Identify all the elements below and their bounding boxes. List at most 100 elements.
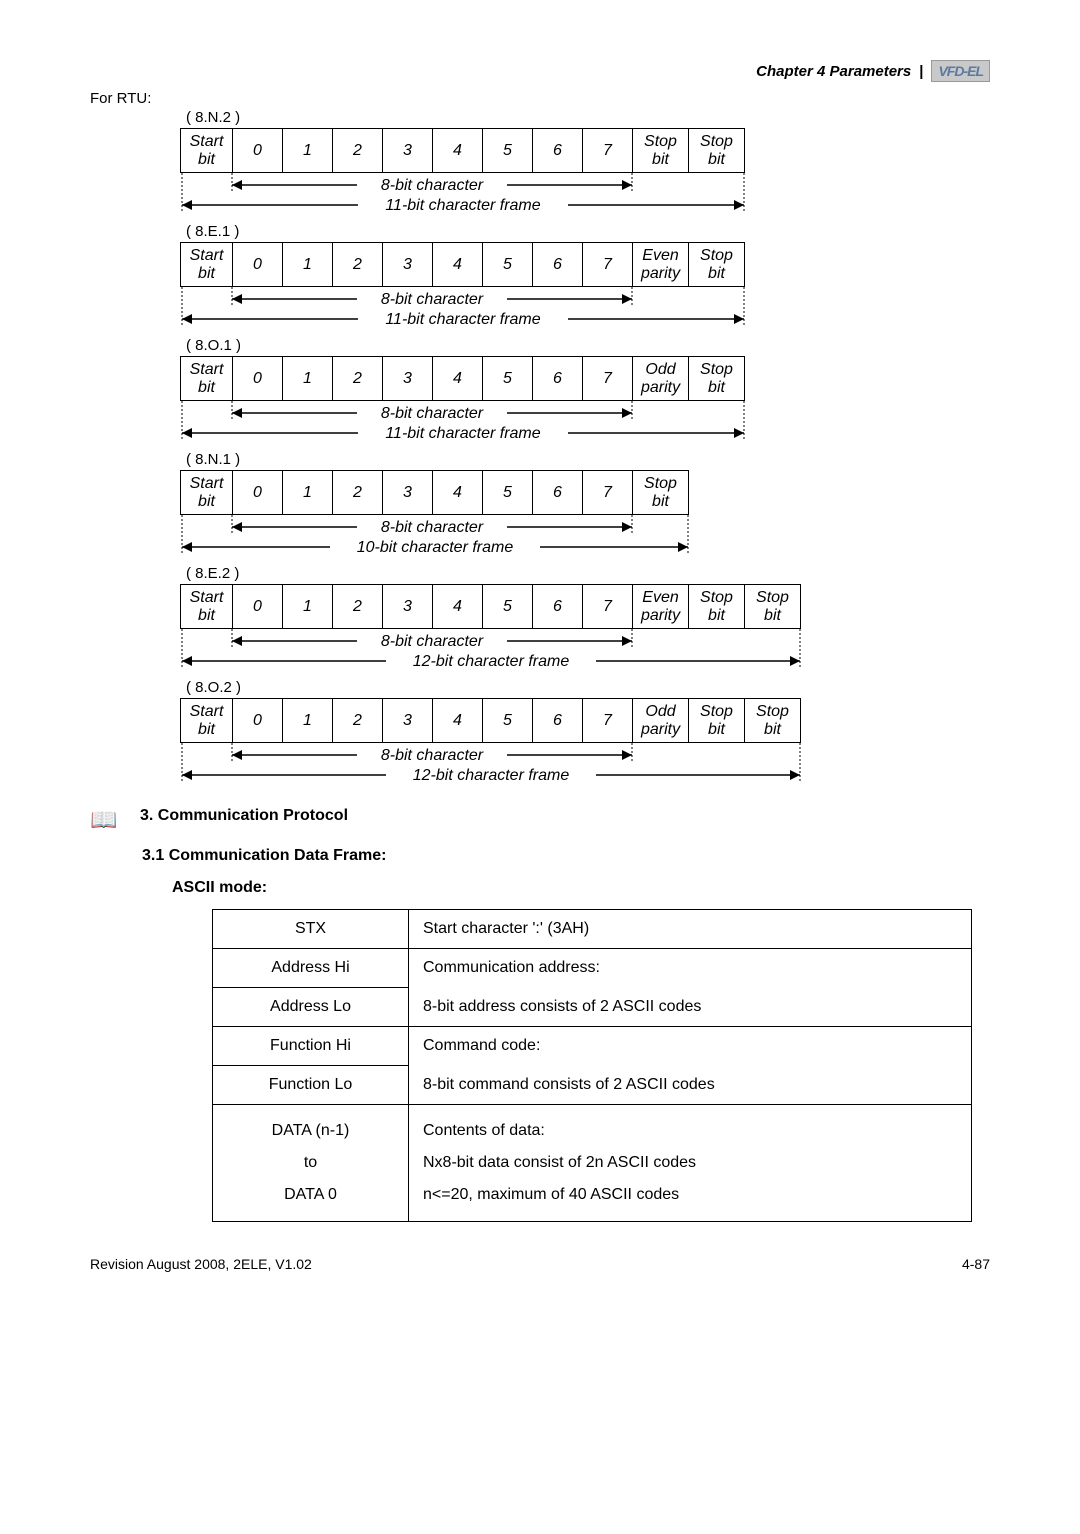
frame-cell: 4 bbox=[433, 585, 483, 629]
frame-cell: Stopbit bbox=[689, 243, 745, 287]
bit-frame-table: Startbit01234567OddparityStopbitStopbit bbox=[180, 698, 801, 743]
frame-cell: Evenparity bbox=[633, 243, 689, 287]
frame-cell: Startbit bbox=[181, 357, 233, 401]
frame-diagram: ( 8.O.1 ) Startbit01234567OddparityStopbi… bbox=[180, 337, 990, 447]
frame-cell: 4 bbox=[433, 129, 483, 173]
frame-cell: 7 bbox=[583, 471, 633, 515]
ascii-table-field: DATA (n-1)toDATA 0 bbox=[213, 1105, 409, 1222]
svg-text:8-bit character: 8-bit character bbox=[381, 519, 484, 536]
frame-cell: Startbit bbox=[181, 243, 233, 287]
frame-cell: 7 bbox=[583, 129, 633, 173]
frame-cell: Stopbit bbox=[689, 357, 745, 401]
book-icon: 📖 bbox=[90, 807, 116, 833]
frame-cell: 7 bbox=[583, 357, 633, 401]
frame-cell: 4 bbox=[433, 357, 483, 401]
ascii-table-field: Address Hi bbox=[213, 949, 409, 988]
frame-cell: Startbit bbox=[181, 471, 233, 515]
header-separator: | bbox=[919, 63, 923, 80]
frame-cell: 0 bbox=[233, 699, 283, 743]
frame-cell: 1 bbox=[283, 471, 333, 515]
svg-text:8-bit character: 8-bit character bbox=[381, 405, 484, 422]
frame-cell: Oddparity bbox=[633, 699, 689, 743]
bit-frame-table: Startbit01234567EvenparityStopbitStopbit bbox=[180, 584, 801, 629]
svg-text:11-bit character frame: 11-bit character frame bbox=[385, 311, 540, 328]
frame-cell: 3 bbox=[383, 243, 433, 287]
section-3-heading: 📖 3. Communication Protocol bbox=[90, 807, 990, 833]
frame-format-label: ( 8.E.2 ) bbox=[186, 565, 990, 582]
rtu-diagrams: ( 8.N.2 )Startbit01234567StopbitStopbit8… bbox=[90, 109, 990, 789]
ascii-table-desc: 8-bit command consists of 2 ASCII codes bbox=[409, 1066, 972, 1105]
frame-cell: 0 bbox=[233, 243, 283, 287]
bit-frame-table: Startbit01234567OddparityStopbit bbox=[180, 356, 745, 401]
frame-cell: 3 bbox=[383, 699, 433, 743]
frame-cell: Stopbit bbox=[689, 699, 745, 743]
ascii-table-field: Address Lo bbox=[213, 988, 409, 1027]
svg-text:8-bit character: 8-bit character bbox=[381, 177, 484, 194]
frame-cell: 4 bbox=[433, 699, 483, 743]
frame-cell: 3 bbox=[383, 129, 433, 173]
frame-cell: 2 bbox=[333, 471, 383, 515]
svg-text:11-bit character frame: 11-bit character frame bbox=[385, 197, 540, 214]
frame-cell: Stopbit bbox=[689, 585, 745, 629]
frame-cell: 4 bbox=[433, 243, 483, 287]
svg-text:8-bit character: 8-bit character bbox=[381, 291, 484, 308]
frame-cell: Stopbit bbox=[745, 699, 801, 743]
page-footer: Revision August 2008, 2ELE, V1.02 4-87 bbox=[90, 1256, 990, 1272]
frame-cell: Oddparity bbox=[633, 357, 689, 401]
frame-cell: 2 bbox=[333, 585, 383, 629]
frame-cell: 5 bbox=[483, 585, 533, 629]
footer-revision: Revision August 2008, 2ELE, V1.02 bbox=[90, 1256, 312, 1272]
svg-text:12-bit character frame: 12-bit character frame bbox=[413, 653, 570, 670]
frame-cell: Startbit bbox=[181, 129, 233, 173]
frame-format-label: ( 8.O.2 ) bbox=[186, 679, 990, 696]
frame-cell: 3 bbox=[383, 585, 433, 629]
frame-cell: Startbit bbox=[181, 585, 233, 629]
ascii-table-field: STX bbox=[213, 910, 409, 949]
frame-cell: 1 bbox=[283, 699, 333, 743]
frame-cell: 6 bbox=[533, 585, 583, 629]
ascii-table-desc: 8-bit address consists of 2 ASCII codes bbox=[409, 988, 972, 1027]
chapter-title: Chapter 4 Parameters bbox=[756, 63, 911, 80]
footer-page-num: 4-87 bbox=[962, 1256, 990, 1272]
frame-cell: 2 bbox=[333, 357, 383, 401]
svg-text:12-bit character frame: 12-bit character frame bbox=[413, 767, 570, 784]
frame-cell: 6 bbox=[533, 243, 583, 287]
svg-text:8-bit character: 8-bit character bbox=[381, 633, 484, 650]
svg-text:11-bit character frame: 11-bit character frame bbox=[385, 425, 540, 442]
frame-cell: 4 bbox=[433, 471, 483, 515]
frame-cell: 1 bbox=[283, 243, 333, 287]
frame-format-label: ( 8.O.1 ) bbox=[186, 337, 990, 354]
frame-cell: 7 bbox=[583, 699, 633, 743]
ascii-mode-label: ASCII mode: bbox=[172, 879, 990, 897]
frame-arrow-labels: 8-bit character 12-bit character frame bbox=[180, 629, 990, 675]
frame-cell: 3 bbox=[383, 471, 433, 515]
bit-frame-table: Startbit01234567StopbitStopbit bbox=[180, 128, 745, 173]
frame-cell: 5 bbox=[483, 699, 533, 743]
frame-cell: 2 bbox=[333, 129, 383, 173]
frame-cell: Stopbit bbox=[633, 129, 689, 173]
for-rtu-label: For RTU: bbox=[90, 90, 990, 107]
frame-diagram: ( 8.N.1 )Startbit01234567Stopbit8-bit ch… bbox=[180, 451, 990, 561]
frame-arrow-labels: 8-bit character 11-bit character frame bbox=[180, 287, 990, 333]
frame-cell: 0 bbox=[233, 357, 283, 401]
frame-diagram: ( 8.O.2 ) Startbit01234567OddparityStopbi… bbox=[180, 679, 990, 789]
frame-format-label: ( 8.N.2 ) bbox=[186, 109, 990, 126]
frame-arrow-labels: 8-bit character 11-bit character frame bbox=[180, 173, 990, 219]
frame-diagram: ( 8.E.2 ) Startbit01234567EvenparityStopb… bbox=[180, 565, 990, 675]
ascii-table-desc: Contents of data:Nx8-bit data consist of… bbox=[409, 1105, 972, 1222]
frame-cell: 1 bbox=[283, 585, 333, 629]
section-3-title: 3. Communication Protocol bbox=[140, 807, 348, 825]
frame-cell: 5 bbox=[483, 471, 533, 515]
frame-cell: 3 bbox=[383, 357, 433, 401]
page-header: Chapter 4 Parameters | VFD-EL bbox=[90, 60, 990, 82]
frame-cell: 5 bbox=[483, 357, 533, 401]
frame-cell: 0 bbox=[233, 129, 283, 173]
bit-frame-table: Startbit01234567Stopbit bbox=[180, 470, 689, 515]
frame-cell: Evenparity bbox=[633, 585, 689, 629]
frame-cell: Startbit bbox=[181, 699, 233, 743]
frame-cell: 2 bbox=[333, 699, 383, 743]
frame-cell: 1 bbox=[283, 357, 333, 401]
frame-diagram: ( 8.N.2 )Startbit01234567StopbitStopbit8… bbox=[180, 109, 990, 219]
product-badge: VFD-EL bbox=[931, 60, 990, 82]
frame-cell: Stopbit bbox=[745, 585, 801, 629]
